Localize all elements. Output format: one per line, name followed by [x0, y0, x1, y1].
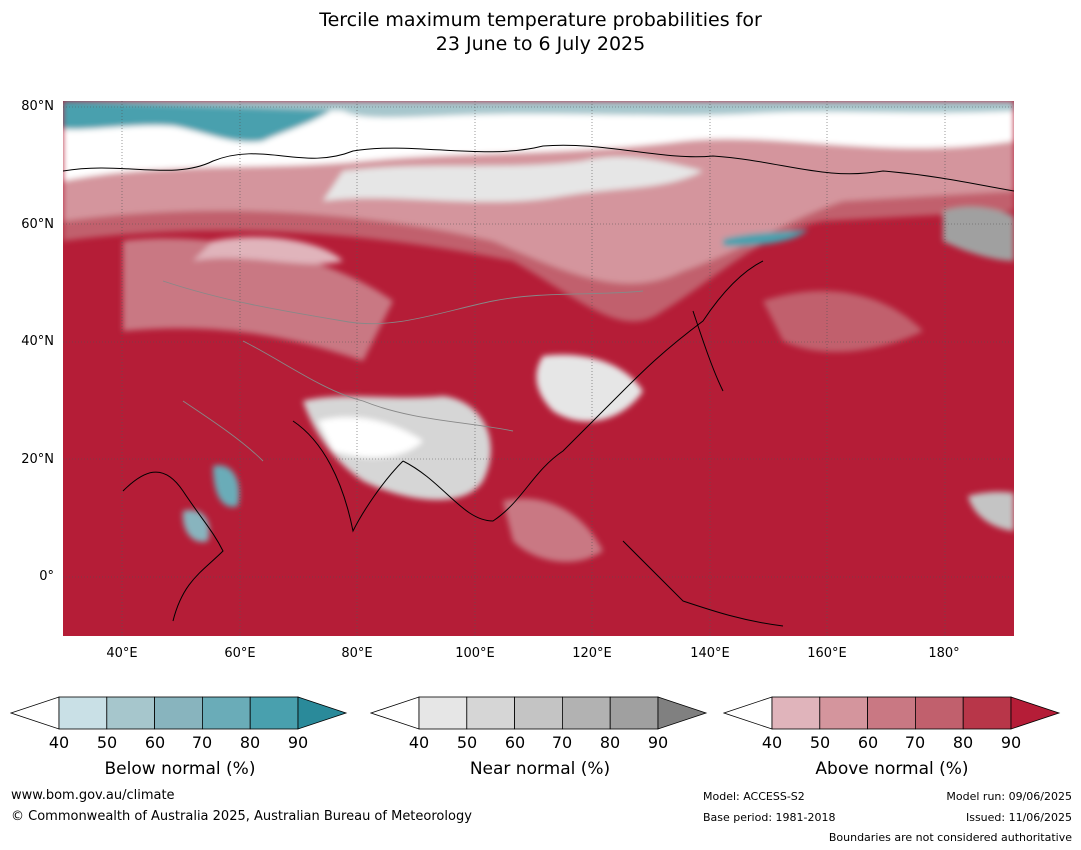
field-near-north [323, 156, 703, 202]
field-no-signal-india [318, 417, 423, 458]
lon-label: 80°E [341, 646, 373, 661]
colorbar-tick: 50 [96, 733, 118, 752]
colorbar-extend-high [657, 696, 708, 730]
colorbar-tick: 50 [456, 733, 478, 752]
colorbar-bin [867, 696, 916, 730]
colorbar-tick: 50 [809, 733, 831, 752]
lon-label: 60°E [224, 646, 256, 661]
colorbar-tick: 60 [504, 733, 526, 752]
colorbar-title-near: Near normal (%) [469, 759, 611, 779]
lat-label: 20°N [21, 452, 54, 467]
chart-title: Tercile maximum temperature probabilitie… [0, 8, 1081, 56]
model-run-date: Model run: 09/06/2025 [946, 790, 1072, 803]
colorbar-tick: 90 [647, 733, 669, 752]
colorbar-bin [106, 696, 156, 730]
colorbar-extend-low [723, 696, 773, 730]
colorbar-tick: 80 [239, 733, 261, 752]
colorbar-tick: 80 [952, 733, 974, 752]
field-below-arabia [213, 465, 240, 507]
colorbar-bin [914, 696, 964, 730]
lon-label: 40°E [106, 646, 138, 661]
field-above-40-west [193, 237, 343, 264]
colorbar-tick: 60 [144, 733, 166, 752]
lon-label: 100°E [455, 646, 495, 661]
colorbar-tick: 80 [599, 733, 621, 752]
graticule [63, 101, 1014, 636]
field-below-arctic-west [63, 101, 343, 143]
colorbar-tick: 90 [1000, 733, 1022, 752]
colorbar-bin [466, 696, 516, 730]
lat-label: 40°N [21, 334, 54, 349]
colorbar-bin [771, 696, 821, 730]
colorbar-below [10, 696, 348, 730]
lon-label: 140°E [690, 646, 730, 661]
colorbar-tick: 70 [191, 733, 213, 752]
title-line-2: 23 June to 6 July 2025 [435, 33, 646, 55]
colorbar-extend-high [297, 696, 348, 730]
colorbar-tick: 60 [857, 733, 879, 752]
colorbar-extend-low [10, 696, 60, 730]
base-period: Base period: 1981-2018 [703, 811, 836, 824]
field-above-60-central [123, 238, 393, 361]
issued-date: Issued: 11/06/2025 [965, 811, 1072, 824]
colorbar-bin [962, 696, 1012, 730]
field-near-ne [943, 206, 1014, 261]
field-below-okhotsk [723, 229, 808, 247]
colorbar-bin [58, 696, 108, 730]
lat-label: 80°N [21, 99, 54, 114]
country-boundaries [162, 280, 644, 462]
colorbar-tick: 70 [551, 733, 573, 752]
field-near-pacific [968, 491, 1014, 531]
colorbar-tick: 90 [287, 733, 309, 752]
field-below-somalia [182, 510, 210, 542]
colorbar-bin [418, 696, 468, 730]
coastlines [63, 144, 1014, 627]
map-fields [63, 101, 1014, 636]
lat-label: 60°N [21, 217, 54, 232]
colorbar-tick: 40 [761, 733, 783, 752]
field-below-arctic [63, 101, 1014, 118]
lon-label: 180° [928, 646, 960, 661]
colorbar-title-above: Above normal (%) [815, 759, 969, 779]
boundary-disclaimer: Boundaries are not considered authoritat… [828, 831, 1072, 844]
website-link[interactable]: www.bom.gov.au/climate [11, 788, 175, 803]
copyright-text: © Commonwealth of Australia 2025, Austra… [11, 809, 472, 824]
colorbar-tick: 70 [904, 733, 926, 752]
field-near-china [536, 354, 643, 422]
colorbar-bin [561, 696, 611, 730]
colorbar-extend-high [1010, 696, 1061, 730]
probability-map [63, 101, 1014, 636]
colorbar-above [723, 696, 1061, 730]
field-above-60-scs [503, 498, 603, 562]
model-name: Model: ACCESS-S2 [703, 790, 805, 803]
colorbar-tick: 40 [48, 733, 70, 752]
colorbar-near [370, 696, 708, 730]
field-above-70-nwpac [763, 291, 923, 352]
colorbar-tick: 40 [408, 733, 430, 752]
lon-label: 120°E [572, 646, 612, 661]
lon-label: 160°E [807, 646, 847, 661]
colorbar-bin [154, 696, 203, 730]
colorbar-bin [819, 696, 869, 730]
colorbar-title-below: Below normal (%) [104, 759, 256, 779]
lat-label: 0° [39, 569, 54, 584]
colorbar-bin [201, 696, 251, 730]
colorbar-extend-low [370, 696, 420, 730]
colorbar-bin [514, 696, 563, 730]
colorbar-bin [249, 696, 299, 730]
title-line-1: Tercile maximum temperature probabilitie… [319, 9, 762, 31]
colorbar-bin [609, 696, 659, 730]
